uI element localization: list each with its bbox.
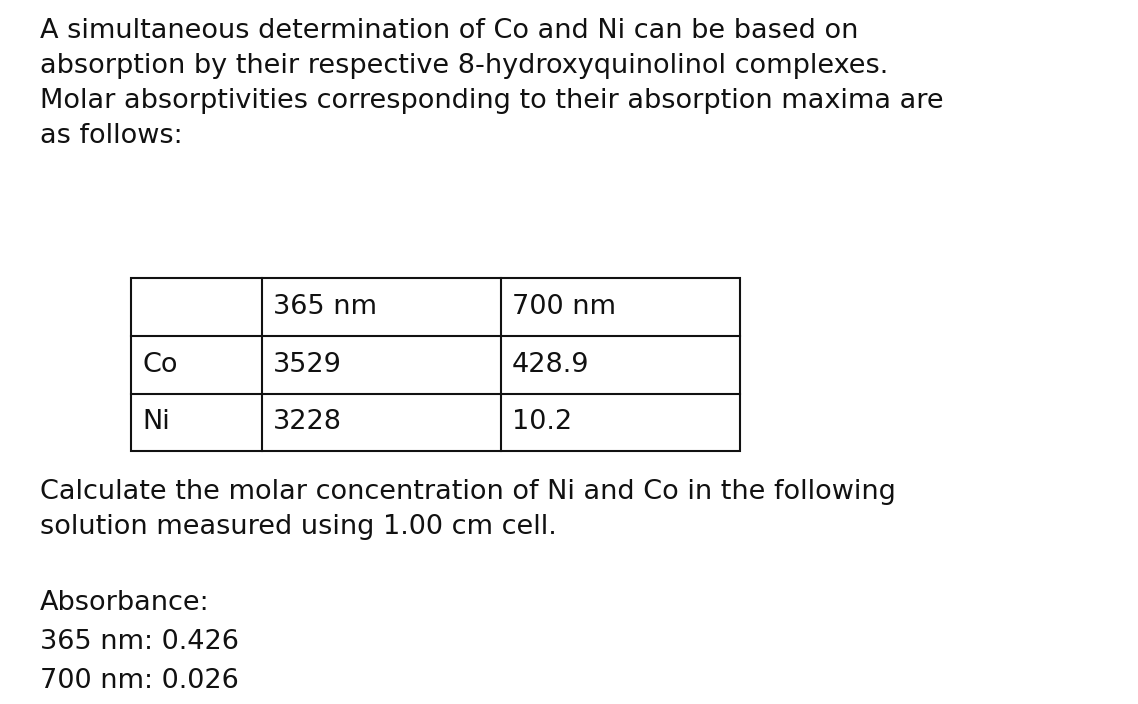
Text: 365 nm: 365 nm (273, 294, 377, 320)
Text: 365 nm: 0.426: 365 nm: 0.426 (40, 629, 239, 655)
Text: Calculate the molar concentration of Ni and Co in the following
solution measure: Calculate the molar concentration of Ni … (40, 479, 896, 541)
Bar (131, 278, 740, 451)
Text: Absorbance:: Absorbance: (40, 590, 209, 615)
Text: Ni: Ni (142, 410, 170, 435)
Text: 10.2: 10.2 (512, 410, 572, 435)
Text: 700 nm: 700 nm (512, 294, 616, 320)
Text: 3228: 3228 (273, 410, 343, 435)
Text: 700 nm: 0.026: 700 nm: 0.026 (40, 668, 239, 694)
Text: 428.9: 428.9 (512, 352, 589, 377)
Text: A simultaneous determination of Co and Ni can be based on
absorption by their re: A simultaneous determination of Co and N… (40, 18, 943, 149)
Text: 3529: 3529 (273, 352, 343, 377)
Text: Co: Co (142, 352, 178, 377)
